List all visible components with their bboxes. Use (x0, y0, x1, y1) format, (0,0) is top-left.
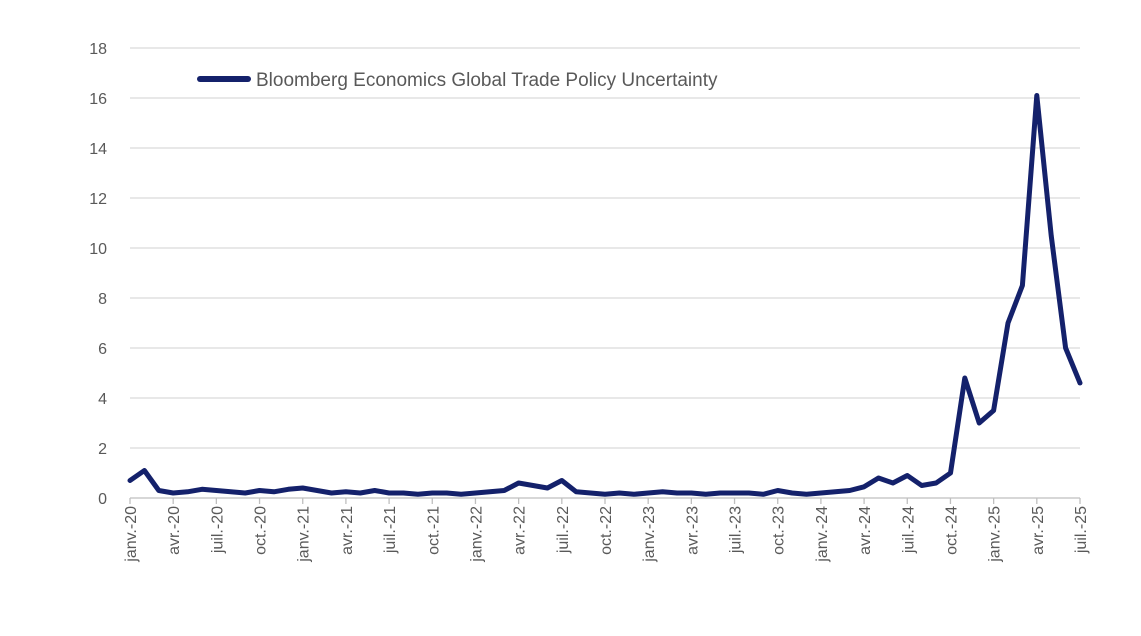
x-tick-label: avr.-24 (857, 506, 874, 555)
x-tick-label: oct.-21 (425, 506, 442, 555)
x-tick-label: juil.-24 (900, 506, 917, 554)
series-layer (127, 93, 1083, 497)
x-tick-label: juil.-20 (209, 506, 226, 554)
y-tick-label: 10 (89, 241, 107, 258)
x-tick-label: juil.-22 (555, 506, 572, 554)
x-tick-label: janv.-25 (987, 506, 1004, 563)
x-axis-tick-labels: janv.-20 avr.-20 juil.-20 oct.-20 janv.-21 av… (123, 506, 1090, 563)
x-tick-label: juil.-21 (382, 506, 399, 554)
x-tick-label: avr.-23 (684, 506, 701, 555)
x-tick-label: janv.-21 (296, 506, 313, 563)
x-tick-label: juil.-23 (728, 506, 745, 554)
x-tick-label: oct.-22 (598, 506, 615, 555)
x-tick-label: janv.-22 (468, 506, 485, 563)
y-axis-tick-labels: 0 2 4 6 8 10 12 14 16 18 (89, 41, 107, 508)
y-tick-label: 0 (98, 491, 107, 508)
legend-label: Bloomberg Economics Global Trade Policy … (256, 70, 718, 91)
x-tick-label: avr.-25 (1030, 506, 1047, 555)
x-tick-label: janv.-20 (123, 506, 140, 563)
x-tick-label: avr.-20 (166, 506, 183, 555)
y-tick-label: 8 (98, 291, 107, 308)
legend: Bloomberg Economics Global Trade Policy … (197, 70, 718, 91)
x-tick-label: oct.-23 (771, 506, 788, 555)
y-tick-label: 4 (98, 391, 107, 408)
x-tick-label: juil.-25 (1073, 506, 1090, 554)
y-tick-label: 12 (89, 191, 107, 208)
x-tick-label: janv.-24 (814, 506, 831, 563)
x-tick-label: avr.-22 (512, 506, 529, 555)
y-tick-label: 14 (89, 141, 107, 158)
x-axis (129, 497, 1081, 504)
x-tick-label: oct.-24 (943, 506, 960, 555)
y-tick-label: 18 (89, 41, 107, 58)
x-tick-label: janv.-23 (641, 506, 658, 563)
x-tick-label: avr.-21 (339, 506, 356, 555)
y-tick-label: 16 (89, 91, 107, 108)
x-tick-label: oct.-20 (253, 506, 270, 555)
series-line (127, 93, 1083, 497)
y-tick-label: 6 (98, 341, 107, 358)
gridlines (130, 47, 1080, 449)
y-tick-label: 2 (98, 441, 107, 458)
